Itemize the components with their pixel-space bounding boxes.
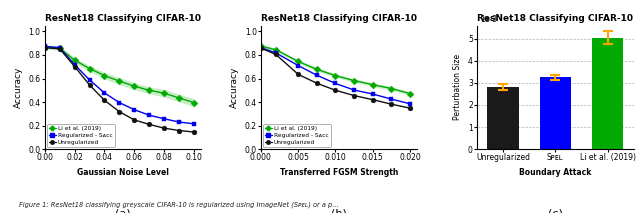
Unregularized xyxy=(41,46,49,49)
Text: (c): (c) xyxy=(548,208,563,213)
Title: ResNet18 Classifying CIFAR-10: ResNet18 Classifying CIFAR-10 xyxy=(477,14,634,23)
Regularized - Sᴀᴄᴄ xyxy=(332,82,339,85)
Text: 1e-3: 1e-3 xyxy=(480,15,497,24)
Unregularized xyxy=(388,103,396,105)
Li et al. (2019) xyxy=(406,92,414,95)
Regularized - Sᴀᴄᴄ xyxy=(175,121,183,123)
Text: (a): (a) xyxy=(115,208,131,213)
Regularized - Sᴀᴄᴄ xyxy=(257,46,265,49)
Regularized - Sᴀᴄᴄ xyxy=(350,89,358,91)
Regularized - Sᴀᴄᴄ xyxy=(272,52,280,54)
Unregularized xyxy=(100,99,108,102)
Unregularized xyxy=(332,89,339,92)
Line: Unregularized: Unregularized xyxy=(42,45,196,134)
Y-axis label: Accuracy: Accuracy xyxy=(14,67,23,108)
Unregularized xyxy=(145,123,153,126)
Li et al. (2019) xyxy=(272,48,280,51)
Y-axis label: Perturbation Size: Perturbation Size xyxy=(453,54,463,120)
Line: Regularized - Sᴀᴄᴄ: Regularized - Sᴀᴄᴄ xyxy=(259,45,412,106)
Unregularized xyxy=(131,119,138,121)
Unregularized xyxy=(190,131,198,133)
Unregularized xyxy=(369,98,376,101)
Li et al. (2019) xyxy=(116,80,124,82)
Regularized - Sᴀᴄᴄ xyxy=(406,102,414,105)
Bar xyxy=(540,77,571,149)
Title: ResNet18 Classifying CIFAR-10: ResNet18 Classifying CIFAR-10 xyxy=(45,14,201,23)
Li et al. (2019) xyxy=(100,74,108,77)
Line: Li et al. (2019): Li et al. (2019) xyxy=(259,44,412,96)
Regularized - Sᴀᴄᴄ xyxy=(71,63,79,66)
Regularized - Sᴀᴄᴄ xyxy=(388,98,396,100)
Bar xyxy=(488,87,519,149)
Line: Unregularized: Unregularized xyxy=(259,46,412,111)
Li et al. (2019) xyxy=(369,83,376,86)
Regularized - Sᴀᴄᴄ xyxy=(116,101,124,104)
Unregularized xyxy=(272,53,280,56)
Unregularized xyxy=(257,47,265,49)
Li et al. (2019) xyxy=(313,68,321,71)
Li et al. (2019) xyxy=(160,92,168,95)
Regularized - Sᴀᴄᴄ xyxy=(131,108,138,111)
Regularized - Sᴀᴄᴄ xyxy=(313,74,321,76)
Li et al. (2019) xyxy=(350,79,358,82)
Unregularized xyxy=(313,82,321,85)
Title: ResNet18 Classifying CIFAR-10: ResNet18 Classifying CIFAR-10 xyxy=(261,14,417,23)
Regularized - Sᴀᴄᴄ xyxy=(190,122,198,125)
Unregularized xyxy=(350,94,358,97)
Y-axis label: Accuracy: Accuracy xyxy=(230,67,239,108)
Regularized - Sᴀᴄᴄ xyxy=(294,64,302,67)
Regularized - Sᴀᴄᴄ xyxy=(160,117,168,120)
Regularized - Sᴀᴄᴄ xyxy=(41,45,49,48)
Regularized - Sᴀᴄᴄ xyxy=(56,46,63,49)
Line: Li et al. (2019): Li et al. (2019) xyxy=(42,45,196,105)
Li et al. (2019) xyxy=(71,59,79,62)
Line: Regularized - Sᴀᴄᴄ: Regularized - Sᴀᴄᴄ xyxy=(42,44,196,126)
Li et al. (2019) xyxy=(257,45,265,47)
Unregularized xyxy=(56,47,63,50)
Regularized - Sᴀᴄᴄ xyxy=(369,93,376,95)
Li et al. (2019) xyxy=(332,74,339,77)
Unregularized xyxy=(175,129,183,132)
Li et al. (2019) xyxy=(145,89,153,92)
Legend: Li et al. (2019), Regularized - Sᴀᴄᴄ, Unregularized: Li et al. (2019), Regularized - Sᴀᴄᴄ, Un… xyxy=(47,124,115,147)
Legend: Li et al. (2019), Regularized - Sᴀᴄᴄ, Unregularized: Li et al. (2019), Regularized - Sᴀᴄᴄ, Un… xyxy=(262,124,331,147)
Unregularized xyxy=(294,73,302,76)
Li et al. (2019) xyxy=(175,97,183,99)
Bar xyxy=(592,38,623,149)
Unregularized xyxy=(116,110,124,113)
Unregularized xyxy=(406,107,414,109)
Li et al. (2019) xyxy=(388,87,396,90)
Regularized - Sᴀᴄᴄ xyxy=(100,92,108,94)
Unregularized xyxy=(86,84,93,86)
Li et al. (2019) xyxy=(294,60,302,63)
Li et al. (2019) xyxy=(41,46,49,48)
Text: Figure 1: ResNet18 classifying greyscale CIFAR-10 is regularized using ImageNet : Figure 1: ResNet18 classifying greyscale… xyxy=(19,201,339,208)
Regularized - Sᴀᴄᴄ xyxy=(145,114,153,117)
Regularized - Sᴀᴄᴄ xyxy=(86,79,93,81)
X-axis label: Gaussian Noise Level: Gaussian Noise Level xyxy=(77,168,169,177)
Unregularized xyxy=(71,65,79,68)
Li et al. (2019) xyxy=(56,47,63,49)
Li et al. (2019) xyxy=(131,85,138,87)
Li et al. (2019) xyxy=(86,67,93,70)
Unregularized xyxy=(160,127,168,130)
Li et al. (2019) xyxy=(190,101,198,104)
X-axis label: Boundary Attack: Boundary Attack xyxy=(519,168,591,177)
X-axis label: Transferred FGSM Strength: Transferred FGSM Strength xyxy=(280,168,398,177)
Text: (b): (b) xyxy=(332,208,347,213)
